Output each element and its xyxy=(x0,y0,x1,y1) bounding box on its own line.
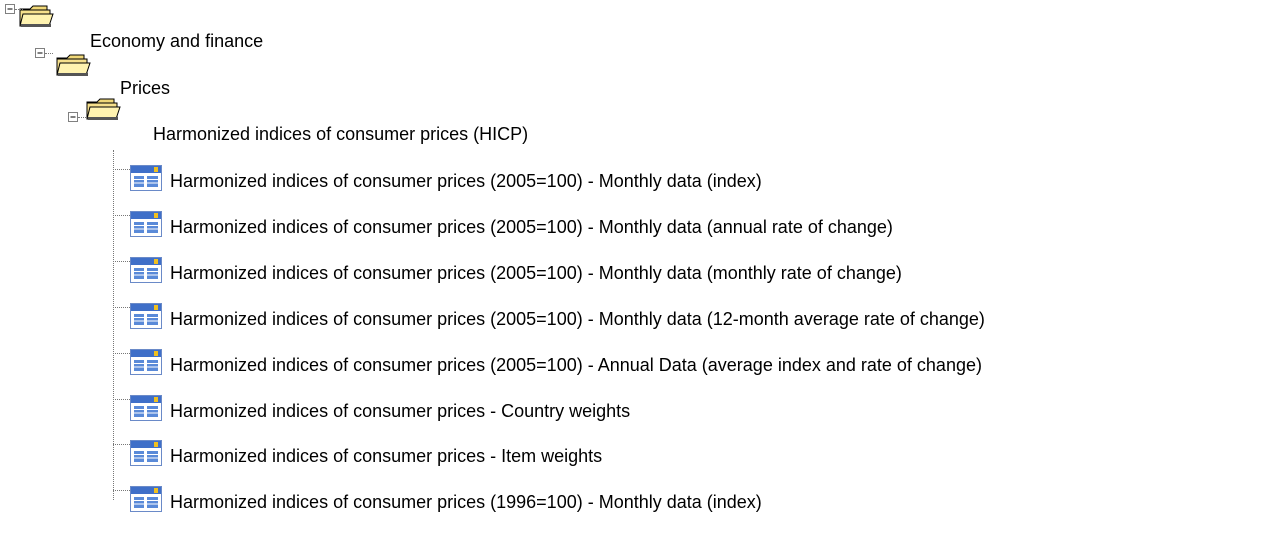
tree-label[interactable]: Harmonized indices of consumer prices (2… xyxy=(170,354,982,375)
tree-connector xyxy=(113,306,130,308)
dataset-icon xyxy=(130,256,162,283)
tree-connector xyxy=(113,169,130,170)
tree-label[interactable]: Economy and finance xyxy=(90,31,264,51)
tree-connector xyxy=(113,398,130,400)
tree-connector xyxy=(15,9,23,10)
dataset-icon xyxy=(130,302,162,329)
tree-label[interactable]: Harmonized indices of consumer prices (1… xyxy=(170,492,762,513)
tree-connector xyxy=(113,444,130,446)
dataset-icon xyxy=(130,165,162,191)
folder-icon xyxy=(19,5,54,27)
tree-label[interactable]: Harmonized indices of consumer prices (2… xyxy=(170,216,893,237)
tree-label[interactable]: Harmonized indices of consumer prices (2… xyxy=(170,308,985,329)
tree-label[interactable]: Harmonized indices of consumer prices (2… xyxy=(170,171,762,191)
dataset-icon xyxy=(130,348,162,375)
dataset-icon xyxy=(130,486,162,513)
dataset-icon xyxy=(130,210,162,237)
tree-connector xyxy=(113,490,130,492)
dataset-icon xyxy=(130,394,162,421)
dataset-icon xyxy=(130,440,162,467)
tree-label[interactable]: Harmonized indices of consumer prices (H… xyxy=(153,124,529,144)
tree-connector xyxy=(113,150,114,501)
tree-connector xyxy=(78,117,86,118)
tree-connector xyxy=(45,53,53,54)
expand-toggle xyxy=(5,4,15,14)
folder-icon xyxy=(56,54,91,76)
tree-label[interactable]: Harmonized indices of consumer prices - … xyxy=(170,400,631,421)
folder-icon xyxy=(86,98,121,120)
tree-label[interactable]: Harmonized indices of consumer prices (2… xyxy=(170,262,902,283)
tree-label[interactable]: Harmonized indices of consumer prices - … xyxy=(170,446,603,467)
tree-label[interactable]: Prices xyxy=(120,78,171,98)
tree-connector xyxy=(113,214,130,216)
tree-connector xyxy=(113,260,130,262)
expand-toggle xyxy=(68,112,78,122)
expand-toggle xyxy=(35,48,45,58)
tree-connector xyxy=(113,352,130,354)
